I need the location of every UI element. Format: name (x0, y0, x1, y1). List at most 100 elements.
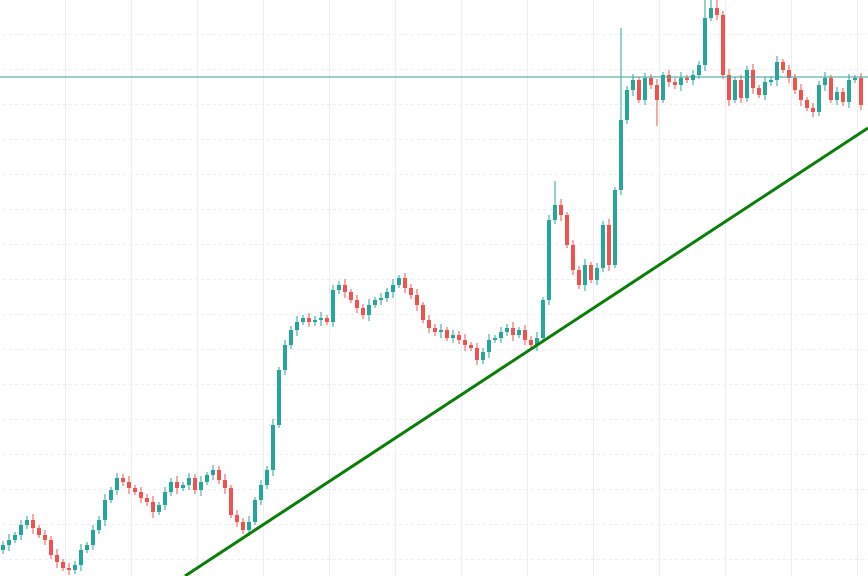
candle-body (546, 220, 551, 300)
candle-body (588, 265, 593, 280)
candle-body (564, 215, 569, 245)
candle-body (708, 8, 713, 18)
candle-body (216, 470, 221, 480)
candle-body (516, 330, 521, 335)
candle-body (378, 298, 383, 300)
candle-body (780, 62, 785, 70)
candle-body (186, 478, 191, 485)
candle-body (648, 78, 653, 85)
candle-body (294, 322, 299, 330)
candle-body (240, 522, 245, 530)
candle-body (222, 480, 227, 488)
candle-body (510, 328, 515, 335)
trend-line (184, 126, 868, 576)
candle-body (198, 482, 203, 490)
candle-body (210, 470, 215, 475)
candle-body (444, 330, 449, 338)
candle-body (12, 535, 17, 540)
candle-body (336, 285, 341, 290)
candle-body (630, 80, 635, 90)
candle-body (204, 475, 209, 482)
candle-body (366, 305, 371, 315)
candle-body (552, 205, 557, 220)
candle-body (246, 522, 251, 530)
candle-body (828, 78, 833, 100)
candle-body (150, 502, 155, 512)
candle-body (756, 88, 761, 95)
candle-body (270, 425, 275, 470)
candle-body (672, 82, 677, 85)
candle-body (618, 120, 623, 190)
candle-body (156, 505, 161, 512)
candle-body (540, 300, 545, 338)
candle-body (354, 300, 359, 308)
candle-body (102, 500, 107, 520)
candle-body (342, 285, 347, 292)
candle-body (462, 340, 467, 345)
candle-body (390, 285, 395, 292)
candle-body (822, 78, 827, 85)
candle-body (288, 330, 293, 345)
candle-body (528, 340, 533, 345)
candle-body (744, 70, 749, 98)
candle-body (582, 265, 587, 285)
candle-body (0, 545, 5, 550)
candle-body (432, 328, 437, 332)
candle-body (600, 225, 605, 268)
candle-body (720, 15, 725, 75)
candle-body (276, 370, 281, 425)
candle-body (78, 550, 83, 565)
candle-body (486, 340, 491, 352)
candle-body (798, 90, 803, 100)
candle-body (258, 485, 263, 500)
candle-body (120, 478, 125, 482)
candle-body (312, 320, 317, 322)
candle-body (816, 85, 821, 112)
candle-body (774, 62, 779, 80)
candle-body (108, 490, 113, 500)
candle-body (792, 78, 797, 90)
candle-body (264, 470, 269, 485)
candle-body (570, 245, 575, 270)
candle-body (624, 90, 629, 120)
candle-body (834, 92, 839, 100)
candle-body (96, 520, 101, 530)
candle-body (606, 225, 611, 265)
candle-body (684, 78, 689, 80)
candle-body (702, 18, 707, 65)
candle-body (762, 82, 767, 95)
candle-body (654, 85, 659, 100)
candle-body (576, 270, 581, 285)
candle-body (18, 525, 23, 535)
candle-body (30, 520, 35, 528)
candle-body (36, 528, 41, 535)
candle-body (282, 345, 287, 370)
candle-body (174, 482, 179, 488)
candle-body (846, 80, 851, 102)
candle-body (384, 292, 389, 298)
candle-body (660, 75, 665, 100)
candle-body (594, 268, 599, 280)
candle-body (318, 318, 323, 320)
candle-body (810, 108, 815, 112)
candle-body (348, 292, 353, 300)
candle-body (144, 498, 149, 502)
candle-body (300, 318, 305, 322)
candle-body (324, 318, 329, 322)
candle-body (252, 500, 257, 522)
candle-body (396, 278, 401, 285)
candle-body (498, 332, 503, 338)
candle-body (306, 318, 311, 322)
candle-body (192, 478, 197, 490)
candle-body (402, 278, 407, 288)
candle-body (66, 568, 71, 570)
candle-body (90, 530, 95, 545)
candle-body (162, 492, 167, 505)
candle-body (42, 535, 47, 540)
candle-body (714, 8, 719, 15)
candle-body (726, 75, 731, 100)
candle-body (330, 290, 335, 322)
candle-body (138, 492, 143, 498)
candle-body (678, 78, 683, 85)
